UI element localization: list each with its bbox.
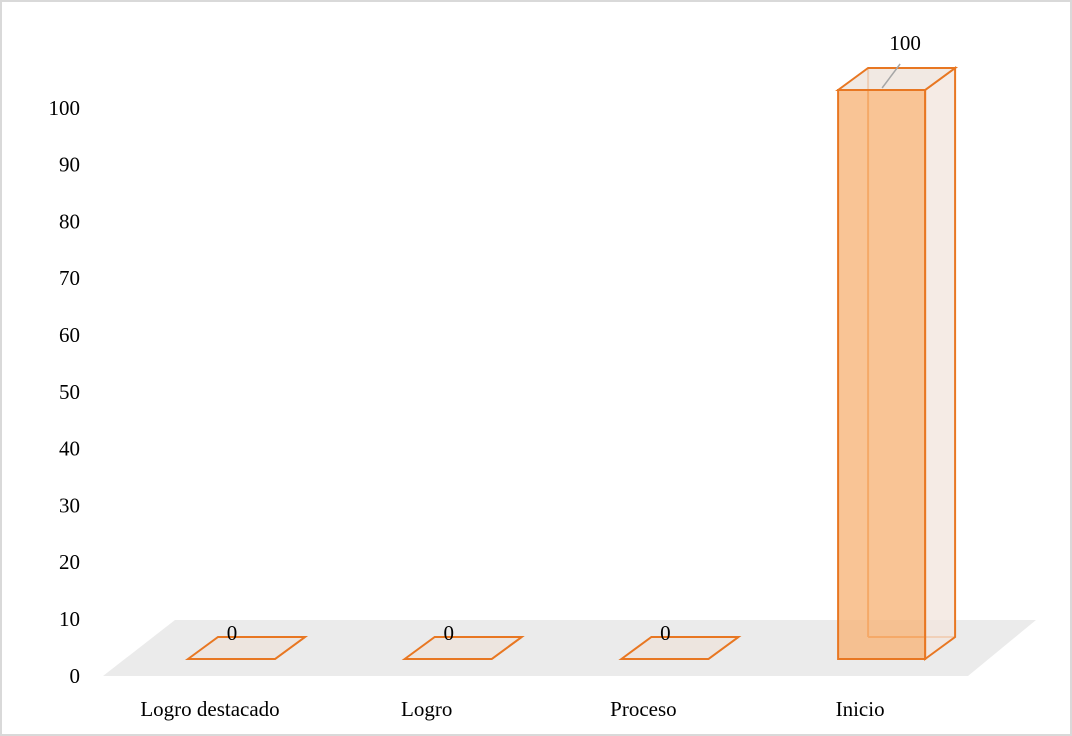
bar [837, 89, 927, 660]
data-label: 0 [660, 621, 671, 645]
y-tick-label: 10 [59, 607, 80, 631]
x-tick-label: Logro [401, 697, 452, 721]
y-tick-label: 90 [59, 153, 80, 177]
floor [103, 620, 1036, 676]
x-tick-label: Inicio [836, 697, 885, 721]
y-tick-label: 20 [59, 550, 80, 574]
y-tick-label: 100 [49, 96, 81, 120]
bar-side [924, 66, 957, 661]
y-tick-label: 70 [59, 266, 80, 290]
leader-line [881, 63, 901, 89]
y-tick-label: 50 [59, 380, 80, 404]
bar-top [401, 636, 525, 660]
y-tick-label: 30 [59, 493, 80, 517]
bar-top [618, 636, 742, 660]
data-label: 100 [889, 31, 921, 55]
data-label: 0 [227, 621, 238, 645]
y-tick-label: 60 [59, 323, 80, 347]
data-label: 0 [443, 621, 454, 645]
x-tick-label: Logro destacado [140, 697, 279, 721]
y-tick-label: 0 [70, 664, 81, 688]
y-tick-label: 80 [59, 209, 80, 233]
x-tick-label: Proceso [610, 697, 677, 721]
bar-top [835, 67, 959, 91]
y-tick-label: 40 [59, 437, 80, 461]
bar-top [184, 636, 309, 660]
